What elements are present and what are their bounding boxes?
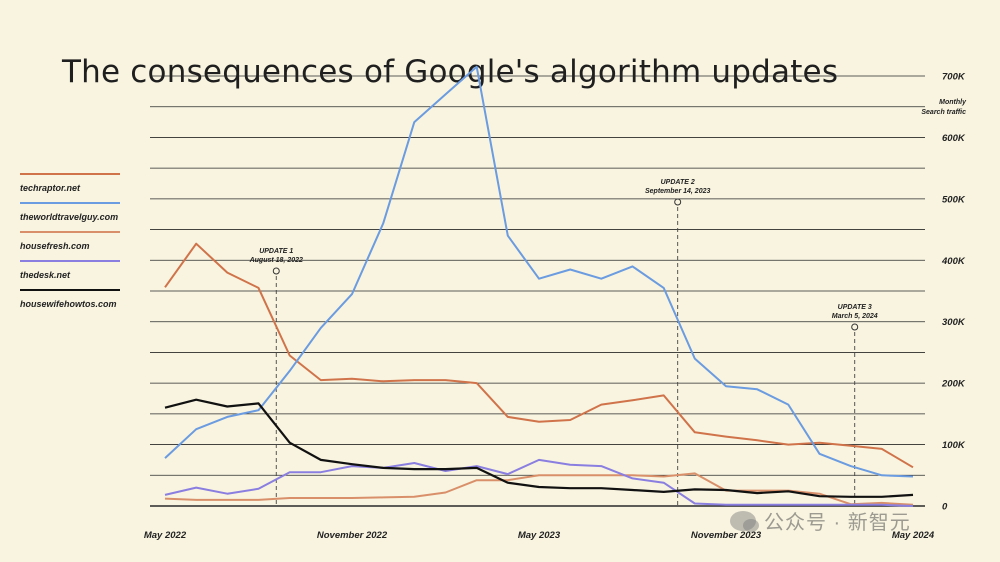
legend-swatch-theworldtravelguy [20, 202, 120, 204]
y-tick-label: 0 [942, 502, 948, 513]
legend-swatch-housewifehowtos [20, 289, 120, 291]
legend-label-techraptor: techraptor.net [20, 183, 81, 193]
legend-swatch-housefresh [20, 231, 120, 233]
legend-item-theworldtravelguy: theworldtravelguy.com [20, 202, 142, 236]
update-marker-pin [674, 198, 682, 206]
update-marker-pin [851, 323, 859, 331]
y-tick-label: 700K [942, 72, 966, 83]
x-tick-label: November 2022 [317, 530, 388, 541]
update-label: UPDATE 2 [661, 179, 695, 186]
y-tick-label: 100K [942, 440, 966, 451]
x-tick-label: May 2022 [144, 530, 187, 541]
legend-item-housefresh: housefresh.com [20, 231, 142, 265]
update-date: September 14, 2023 [645, 188, 710, 195]
update-label: UPDATE 1 [259, 248, 293, 255]
legend-item-thedesk: thedesk.net [20, 260, 142, 294]
y-axis-title-line2: Search traffic [921, 109, 966, 116]
chart-title: The consequences of Google's algorithm u… [62, 54, 839, 90]
series-line-techraptor-net [164, 242, 914, 469]
legend-swatch-thedesk [20, 260, 120, 262]
legend-label-housefresh: housefresh.com [20, 241, 90, 251]
legend-swatch-techraptor [20, 173, 120, 175]
wechat-icon [730, 510, 759, 532]
y-tick-label: 200K [941, 379, 966, 390]
series-line-theworldtravelguy-com [164, 65, 914, 478]
watermark: 公众号 · 新智元 [730, 506, 911, 535]
update-marker-pin [272, 267, 280, 275]
series-line-housewifehowtos-com [164, 398, 914, 498]
x-tick-label: May 2024 [892, 530, 935, 541]
y-tick-label: 400K [941, 256, 966, 267]
y-tick-label: 300K [942, 317, 966, 328]
x-tick-label: May 2023 [518, 530, 561, 541]
legend-item-housewifehowtos: housewifehowtos.com [20, 289, 142, 323]
update-label: UPDATE 3 [838, 304, 872, 311]
legend-label-thedesk: thedesk.net [20, 270, 71, 280]
legend: techraptor.net theworldtravelguy.com hou… [20, 173, 142, 323]
update-date: March 5, 2024 [832, 313, 878, 320]
y-axis-title: Monthly Search traffic [921, 98, 966, 118]
x-tick-label: November 2023 [691, 530, 762, 541]
legend-label-theworldtravelguy: theworldtravelguy.com [20, 212, 119, 222]
series-line-thedesk-net [164, 458, 914, 507]
y-tick-label: 500K [942, 194, 966, 205]
watermark-text: 公众号 · 新智元 [764, 512, 911, 534]
y-tick-label: 600K [942, 133, 966, 144]
legend-item-techraptor: techraptor.net [20, 173, 142, 207]
legend-label-housewifehowtos: housewifehowtos.com [20, 299, 117, 309]
update-date: August 18, 2022 [249, 257, 303, 264]
y-axis-title-line1: Monthly [939, 99, 966, 106]
